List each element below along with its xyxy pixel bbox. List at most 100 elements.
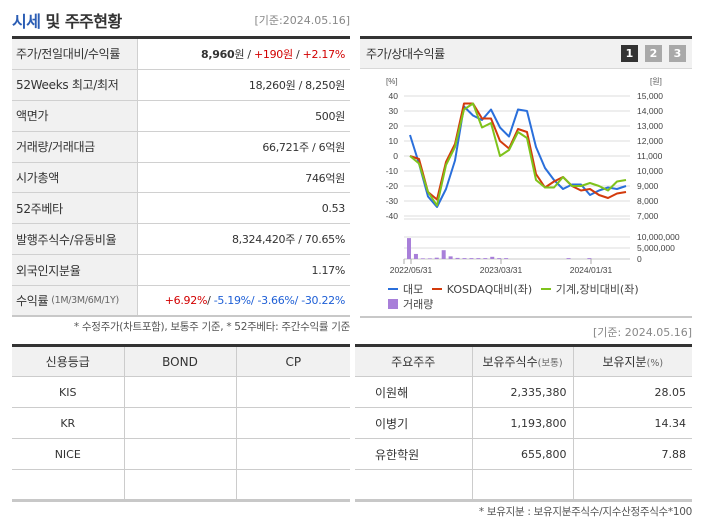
info-label: 거래량/거래대금 [12, 131, 138, 162]
svg-text:0: 0 [393, 151, 398, 161]
return-1m: +6.92% [164, 294, 208, 308]
price-rate: +2.17% [302, 47, 346, 61]
svg-text:-10: -10 [386, 166, 399, 176]
svg-text:20: 20 [389, 121, 399, 131]
bond-cell [124, 469, 237, 501]
col-header-holder: 주요주주 [355, 345, 473, 377]
legend-item-machinery[interactable]: 기계,장비대비(좌) [540, 282, 639, 297]
current-price: 8,960 [201, 47, 235, 61]
info-label: 52주베타 [12, 193, 138, 224]
shareholders-table: 주요주주 보유주식수(보통) 보유지분(%) 이원해 2,335,380 28.05… [355, 344, 692, 502]
holder-name: 이병기 [355, 407, 473, 439]
svg-text:[%]: [%] [386, 77, 398, 86]
col-header-shares: 보유주식수(보통) [472, 345, 574, 377]
header-sub: (보통) [537, 358, 563, 369]
legend-item-dammo[interactable]: 대모 [388, 282, 423, 297]
svg-text:14,000: 14,000 [637, 106, 663, 116]
svg-text:-40: -40 [386, 211, 399, 221]
svg-text:2023/03/31: 2023/03/31 [480, 265, 523, 275]
price-change: +190원 [253, 47, 293, 61]
info-row-foreign: 외국인지분율 1.17% [12, 255, 350, 287]
holder-stake: 7.88 [573, 438, 692, 470]
table-row: 이병기 1,193,800 14.34 [355, 407, 692, 439]
svg-text:2022/05/31: 2022/05/31 [390, 265, 433, 275]
info-value: 0.53 [321, 201, 346, 215]
legend-item-kosdaq[interactable]: KOSDAQ대비(좌) [431, 282, 533, 297]
legend-square-icon [388, 299, 398, 309]
svg-text:[원]: [원] [650, 77, 662, 86]
info-value: +6.92%/ -5.19%/ -3.66%/ -30.22% [164, 294, 346, 308]
agency-cell [12, 469, 125, 501]
chart-tabs: 1 2 3 [621, 45, 686, 62]
svg-text:8,000: 8,000 [637, 196, 659, 206]
returns-period: (1M/3M/6M/1Y) [51, 295, 119, 307]
svg-text:7,000: 7,000 [637, 211, 659, 221]
legend-label: 기계,장비대비(좌) [555, 282, 639, 296]
holder-name: 이원해 [355, 376, 473, 408]
info-row-price: 주가/전일대비/수익률 8,960원 / +190원 / +2.17% [12, 39, 350, 70]
price-info-table: 주가/전일대비/수익률 8,960원 / +190원 / +2.17% 52We… [12, 36, 350, 318]
table-row: 유한학원 655,800 7.88 [355, 438, 692, 470]
legend-line-icon [540, 288, 551, 290]
legend-label: 대모 [403, 282, 424, 296]
agency-cell: NICE [12, 438, 125, 470]
chart-title: 주가/상대수익률 [366, 47, 445, 61]
bond-cell [124, 438, 237, 470]
header-text: 보유주식수 [482, 355, 538, 369]
info-row-52weeks: 52Weeks 최고/최저 18,260원 / 8,250원 [12, 69, 350, 101]
title-rest: 및 주주현황 [40, 12, 123, 31]
info-row-returns: 수익률 (1M/3M/6M/1Y) +6.92%/ -5.19%/ -3.66%/… [12, 286, 350, 318]
holders-header-row: 주요주주 보유주식수(보통) 보유지분(%) [355, 345, 692, 377]
svg-text:10,000,000: 10,000,000 [637, 232, 680, 242]
header-text: 보유지분 [602, 355, 647, 369]
cp-cell [236, 469, 350, 501]
legend-line-icon [388, 288, 398, 290]
holder-stake: 14.34 [573, 407, 692, 439]
holder-shares: 1,193,800 [472, 407, 574, 439]
holder-stake [573, 469, 692, 501]
chart-panel: 주가/상대수익률 1 2 3 [%] [원] 40 15,000 30 14,000 20 1… [360, 36, 692, 318]
info-row-volume: 거래량/거래대금 66,721주 / 6억원 [12, 131, 350, 163]
info-value: 500원 [315, 109, 345, 123]
info-label: 액면가 [12, 100, 138, 131]
svg-text:5,000,000: 5,000,000 [637, 243, 675, 253]
price-chart: [%] [원] 40 15,000 30 14,000 20 13,000 10 12,000 0 1… [386, 77, 680, 275]
info-label: 수익률 (1M/3M/6M/1Y) [12, 286, 138, 316]
info-value: 1.17% [311, 263, 346, 277]
info-value: 8,324,420주 / 70.65% [231, 233, 345, 247]
chart-tab-2[interactable]: 2 [645, 45, 662, 62]
svg-text:12,000: 12,000 [637, 136, 663, 146]
info-label: 주가/전일대비/수익률 [12, 39, 138, 69]
chart-tab-1[interactable]: 1 [621, 45, 638, 62]
table-row: KR [12, 407, 350, 439]
legend-item-volume[interactable]: 거래량 [388, 297, 433, 312]
info-row-market-cap: 시가총액 746억원 [12, 162, 350, 194]
info-label: 발행주식수/유동비율 [12, 224, 138, 255]
legend-line-icon [431, 288, 442, 290]
info-value: 66,721주 / 6억원 [262, 140, 345, 154]
info-value: 8,960원 / +190원 / +2.17% [138, 46, 350, 62]
col-header: BOND [124, 345, 237, 377]
legend-label: KOSDAQ대비(좌) [446, 282, 533, 296]
legend-label: 거래량 [403, 297, 434, 311]
svg-text:13,000: 13,000 [637, 121, 663, 131]
chart-tab-3[interactable]: 3 [669, 45, 686, 62]
table-row: 이원해 2,335,380 28.05 [355, 376, 692, 408]
separator: / [292, 47, 303, 61]
title-accent: 시세 [12, 12, 41, 31]
separator: / [244, 47, 254, 61]
cp-cell [236, 407, 350, 439]
price-unit: 원 [234, 47, 245, 61]
holder-name: 유한학원 [355, 438, 473, 470]
bond-cell [124, 376, 237, 408]
info-label: 외국인지분율 [12, 255, 138, 286]
info-row-beta: 52주베타 0.53 [12, 193, 350, 225]
header-sub: (%) [646, 358, 664, 369]
returns-label: 수익률 [16, 294, 49, 309]
svg-text:0: 0 [637, 254, 642, 264]
info-label: 시가총액 [12, 162, 138, 193]
svg-text:15,000: 15,000 [637, 91, 663, 101]
holder-shares [472, 469, 574, 501]
holders-base-date: [기준: 2024.05.16] [592, 326, 692, 339]
credit-rating-table: 신용등급 BOND CP KIS KR NICE [12, 344, 350, 502]
